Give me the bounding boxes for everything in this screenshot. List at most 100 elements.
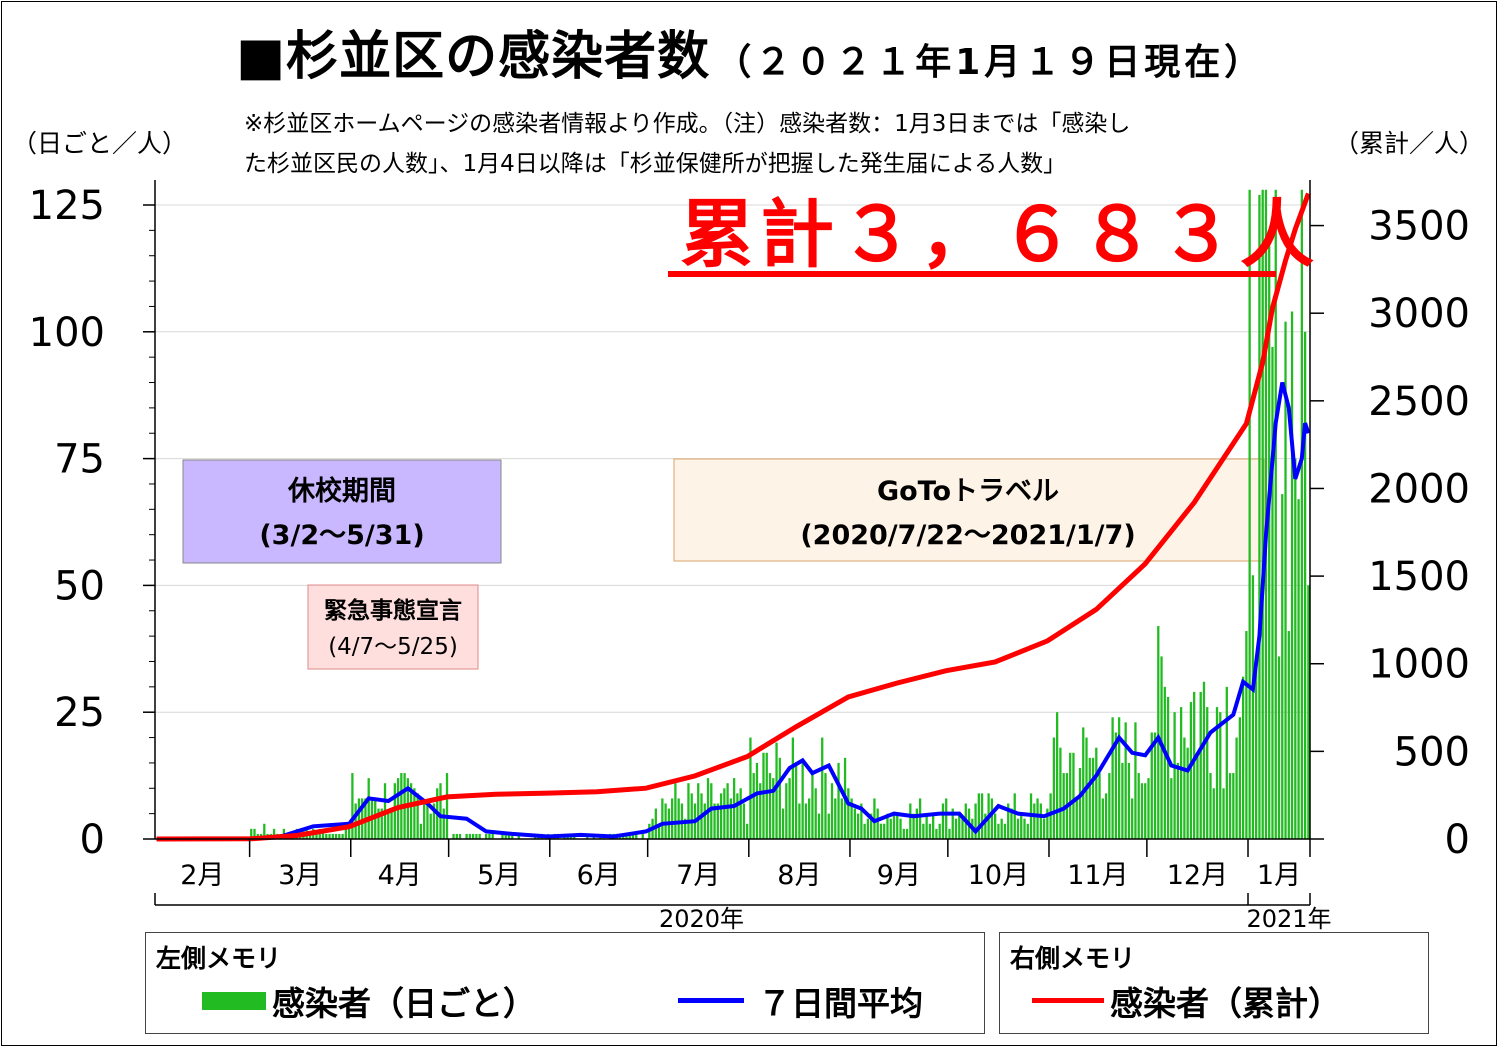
left-tick-label: 100 <box>29 310 105 356</box>
daily-swatch <box>202 992 266 1010</box>
daily-bar <box>697 783 700 839</box>
daily-bar <box>1088 757 1091 839</box>
daily-bar <box>1033 803 1036 839</box>
legend-avg-label: ７日間平均 <box>758 984 923 1023</box>
year-label: 2021年 <box>1246 905 1331 933</box>
daily-bar <box>1104 793 1108 839</box>
daily-bar <box>876 808 879 839</box>
daily-bar <box>1225 686 1228 839</box>
daily-bar <box>1255 666 1258 839</box>
daily-bar <box>1303 331 1307 839</box>
cumulative-line <box>156 192 1311 842</box>
daily-bar <box>994 813 997 839</box>
daily-bar <box>870 813 873 839</box>
daily-bar <box>1186 747 1189 839</box>
daily-bar <box>749 737 752 839</box>
daily-bar <box>501 833 504 839</box>
right-tick-label: 2500 <box>1368 379 1470 425</box>
daily-bar <box>1235 737 1238 839</box>
daily-bar <box>1212 788 1215 839</box>
daily-bar <box>915 808 918 839</box>
daily-bar <box>442 808 445 839</box>
daily-bar <box>804 803 808 839</box>
daily-bar <box>488 833 491 839</box>
goto-label: GoToトラベル <box>877 476 1059 507</box>
daily-bar <box>951 808 954 839</box>
daily-bar <box>1238 717 1241 839</box>
daily-bar <box>1268 245 1271 840</box>
daily-bar <box>723 788 726 839</box>
daily-bar <box>390 808 393 839</box>
daily-bar <box>471 833 475 839</box>
daily-bar <box>354 803 357 839</box>
daily-bar <box>1196 752 1199 839</box>
daily-bar <box>866 818 870 839</box>
month-label: 8月 <box>777 860 821 891</box>
daily-bar <box>377 808 380 839</box>
daily-bar <box>674 783 677 839</box>
daily-bar <box>1294 458 1297 839</box>
daily-bar <box>687 783 690 839</box>
daily-bar <box>1072 752 1075 839</box>
title-main: ■杉並区の感染者数 <box>236 27 711 87</box>
daily-bar <box>272 828 276 839</box>
daily-bar <box>759 783 762 839</box>
daily-bar <box>1108 773 1111 839</box>
daily-bar <box>928 823 932 839</box>
right-tick-label: 1500 <box>1368 554 1470 600</box>
month-label: 2月 <box>180 860 224 891</box>
daily-bar <box>719 793 723 839</box>
daily-bar <box>468 833 471 839</box>
daily-bar <box>517 833 520 839</box>
daily-bar <box>1170 778 1173 839</box>
goto-range: (2020/7/22〜2021/1/7) <box>800 520 1135 551</box>
daily-bar <box>315 833 318 839</box>
daily-bar <box>1166 696 1170 839</box>
daily-bar <box>1232 773 1235 839</box>
daily-bar <box>416 793 419 839</box>
avg-line <box>156 382 1311 841</box>
daily-bar <box>821 737 824 839</box>
title-date: （２０２１年1月１９日現在） <box>715 42 1265 83</box>
daily-bar <box>341 833 344 839</box>
daily-bar <box>1049 793 1052 839</box>
emergency-label: 緊急事態宣言 <box>324 597 462 624</box>
daily-bar <box>1206 707 1209 839</box>
daily-bar <box>716 803 719 839</box>
daily-bar <box>1055 712 1059 839</box>
daily-bar <box>361 798 364 839</box>
daily-bar <box>654 808 657 839</box>
daily-bar <box>980 793 984 839</box>
daily-bar <box>1117 717 1121 839</box>
daily-bar <box>791 737 795 839</box>
daily-bar <box>357 798 361 839</box>
daily-bar <box>729 798 733 839</box>
daily-bar <box>1059 747 1062 839</box>
daily-bar <box>1003 823 1007 839</box>
month-label: 3月 <box>278 860 322 891</box>
right-tick-label: 1000 <box>1368 642 1470 688</box>
daily-bar <box>684 818 687 839</box>
daily-bar <box>504 833 507 839</box>
daily-bar <box>902 828 905 839</box>
daily-bar <box>762 752 765 839</box>
emergency-range: (4/7〜5/25) <box>328 634 458 660</box>
daily-bar <box>984 813 987 839</box>
school-closure-box <box>182 459 502 564</box>
daily-bar <box>1157 625 1160 839</box>
daily-bar <box>883 823 886 839</box>
right-tick-label: 500 <box>1394 729 1470 775</box>
daily-bar <box>899 818 902 839</box>
daily-bar <box>935 828 938 839</box>
daily-bar <box>781 808 785 839</box>
daily-bar <box>788 778 791 839</box>
daily-bar <box>1124 722 1127 839</box>
year-label: 2020年 <box>659 905 744 933</box>
daily-bar <box>347 828 351 839</box>
month-label: 1月 <box>1257 860 1301 891</box>
daily-bar <box>1114 732 1118 839</box>
daily-bar <box>778 757 781 839</box>
total-label: 累計３，６８３人 <box>680 192 1320 278</box>
